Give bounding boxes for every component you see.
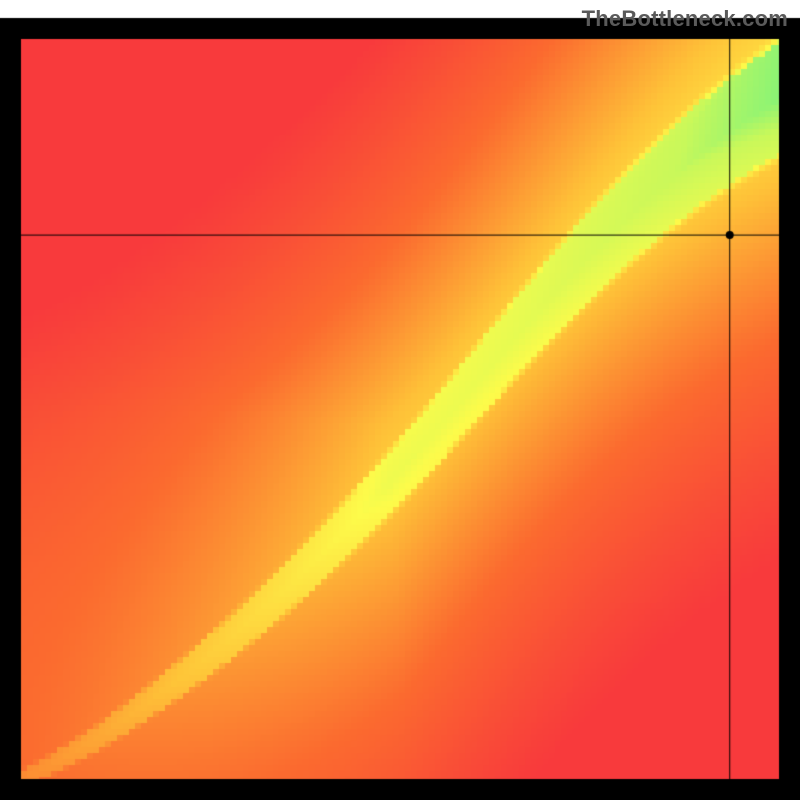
chart-container: TheBottleneck.com — [0, 0, 800, 800]
watermark-text: TheBottleneck.com — [582, 6, 788, 32]
bottleneck-heatmap — [0, 0, 800, 800]
